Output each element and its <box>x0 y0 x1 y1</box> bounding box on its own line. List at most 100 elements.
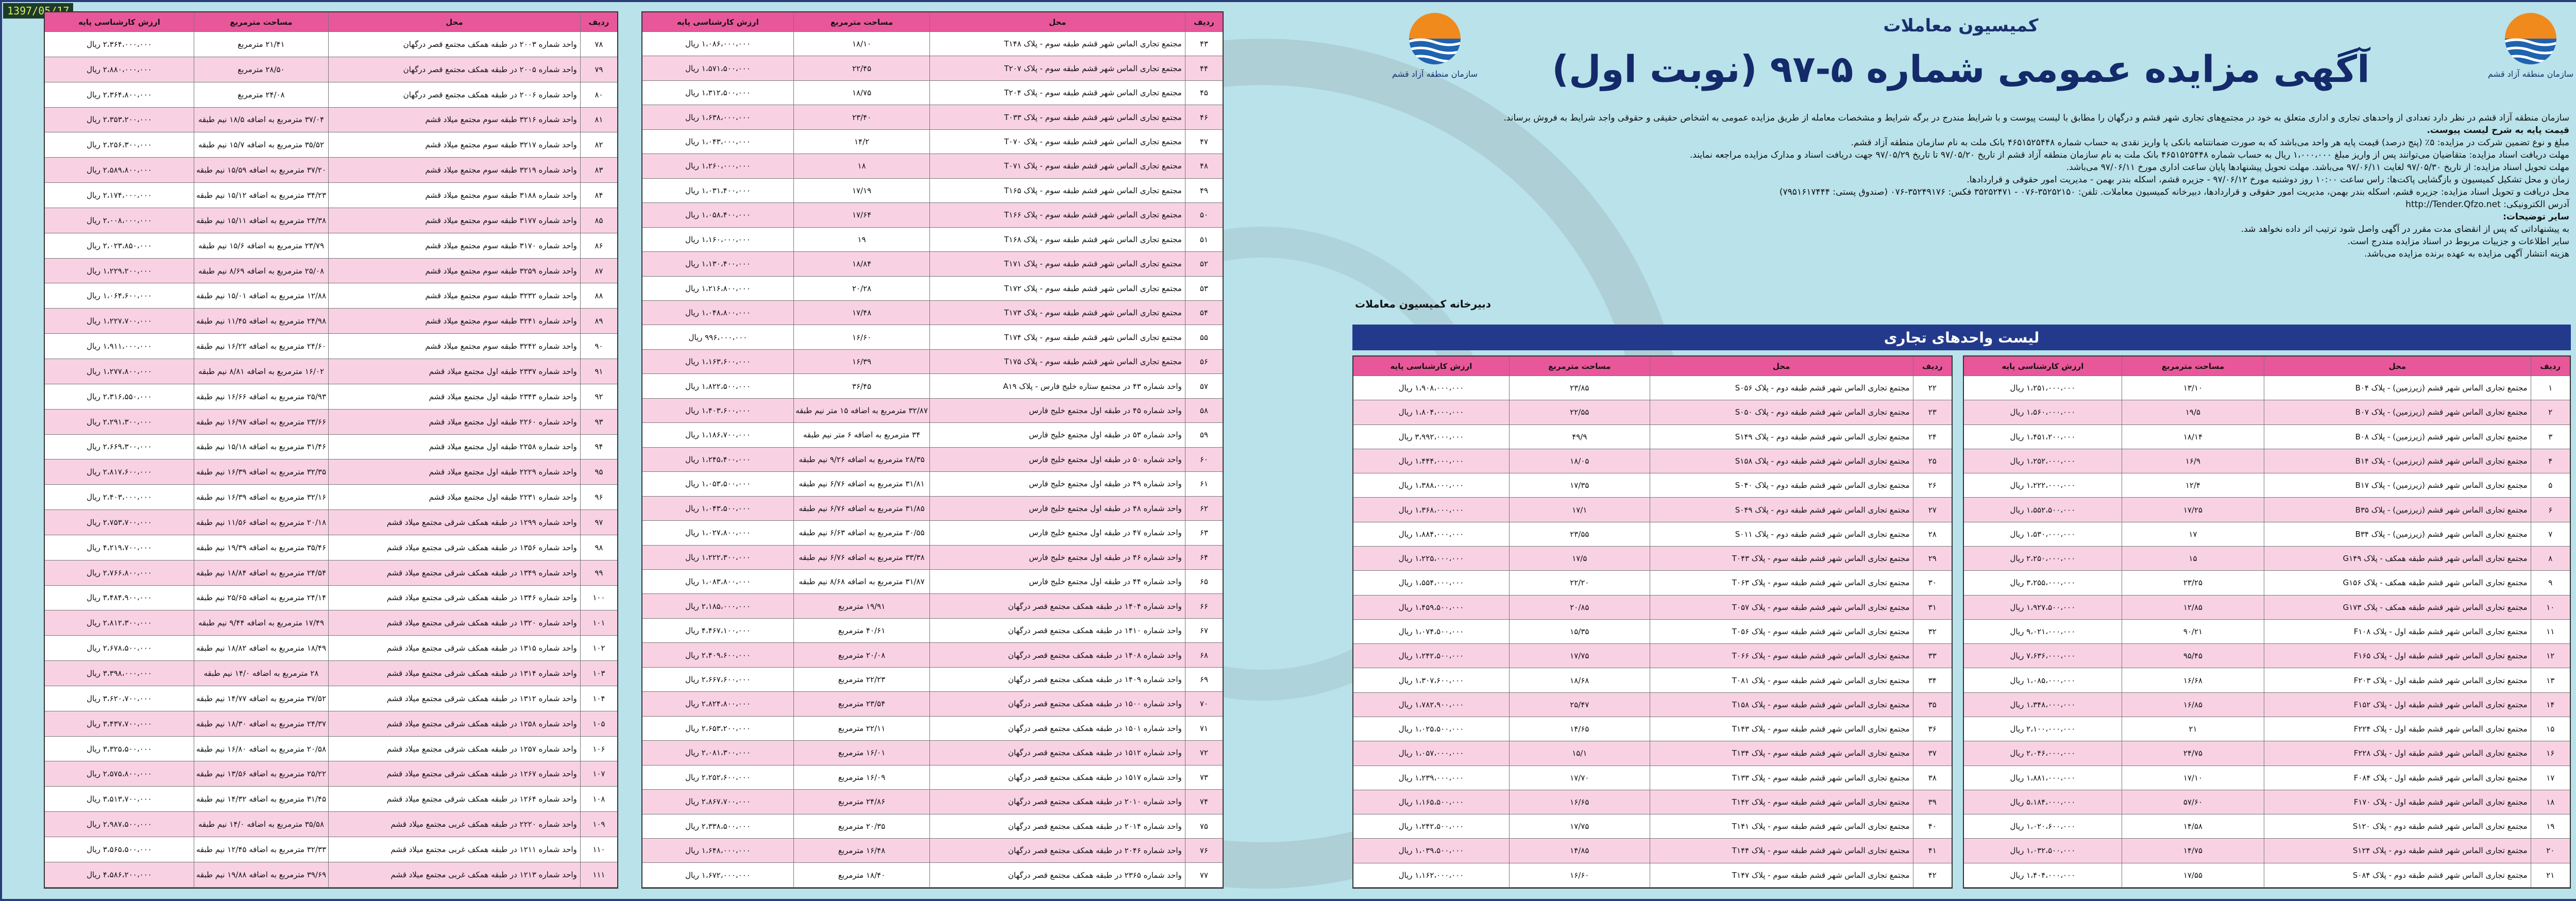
row-number: ۲۶ <box>1912 473 1952 498</box>
header-cell: مساحت مترمربع <box>2121 356 2264 376</box>
area: ۳۴ مترمربع به اضافه ۶ متر نیم طبقه <box>793 423 930 447</box>
row-number: ۴۹ <box>1184 178 1223 203</box>
row-number: ۲۷ <box>1912 498 1952 522</box>
table-row: ۳ مجتمع تجاری الماس شهر قشم (زیرزمین) - پ… <box>1964 424 2570 449</box>
base-value: ۴،۵۸۶،۲۰۰،۰۰۰ ریال <box>87 870 152 879</box>
location: مجتمع تجاری الماس شهر قشم طبقه سوم - پلا… <box>929 349 1184 374</box>
table-row: ۹۲ واحد شماره ۲۳۴۳ طبقه اول مجتمع میلاد ق… <box>45 384 617 410</box>
base-value: ۱،۰۳۲،۵۰۰،۰۰۰ ریال <box>2010 846 2076 856</box>
location: مجتمع تجاری الماس شهر قشم طبقه سوم - پلا… <box>1649 644 1913 668</box>
header-cell: محل <box>929 12 1184 31</box>
units-table: ردیف محل مساحت مترمربع ارزش کارشناسی پایه ۴۳… <box>641 11 1224 889</box>
row-number: ۳۴ <box>1912 668 1952 692</box>
base-value: ۱،۴۵۹،۵۰۰،۰۰۰ ریال <box>1398 602 1464 612</box>
location: مجتمع تجاری الماس شهر قشم طبقه سوم - پلا… <box>929 325 1184 349</box>
row-number: ۸۵ <box>580 208 617 233</box>
table-row: ۷ مجتمع تجاری الماس شهر قشم (زیرزمین) - پ… <box>1964 522 2570 547</box>
location: واحد شماره ۱۴۰۸ در طبقه همکف مجتمع قصر د… <box>929 643 1184 667</box>
table-row: ۳۵ مجتمع تجاری الماس شهر قشم طبقه سوم - پ… <box>1353 692 1952 717</box>
logo-icon <box>2505 13 2556 64</box>
row-number: ۱۰۳ <box>580 661 617 686</box>
base-value: ۱،۲۲۹،۲۰۰،۰۰۰ ریال <box>87 266 152 276</box>
location: مجتمع تجاری الماس شهر قشم طبقه دوم - پلا… <box>1649 376 1913 400</box>
row-number: ۴۷ <box>1184 129 1223 154</box>
area: ۱۶/۹ <box>2121 449 2264 473</box>
location: مجتمع تجاری الماس شهر قشم طبقه سوم - پلا… <box>929 300 1184 325</box>
row-number: ۱۱ <box>2530 619 2570 644</box>
row-number: ۱۴ <box>2530 692 2570 717</box>
area: ۱۷/۵ <box>1509 546 1650 571</box>
base-value: ۲،۳۱۶،۵۵۰،۰۰۰ ریال <box>87 392 152 401</box>
row-number: ۲۱ <box>2530 863 2570 887</box>
row-number: ۷۴ <box>1184 790 1223 814</box>
area: ۱۷/۱۹ <box>793 178 930 203</box>
table-row: ۱۶ مجتمع تجاری الماس شهر قشم طبقه اول - پ… <box>1964 741 2570 766</box>
area: ۱۶/۶۰ <box>793 325 930 349</box>
location: واحد شماره ۲۰۰۳ در طبقه همکف مجتمع قصر د… <box>328 32 580 57</box>
base-value: ۱،۰۷۴،۵۰۰،۰۰۰ ریال <box>1398 626 1464 636</box>
base-value: ۴،۲۱۹،۷۰۰،۰۰۰ ریال <box>87 542 152 552</box>
base-value: ۱،۶۳۸،۰۰۰،۰۰۰ ریال <box>685 112 751 122</box>
location: مجتمع تجاری الماس شهر قشم طبقه سوم - پلا… <box>1649 668 1913 692</box>
table-row: ۲۱ مجتمع تجاری الماس شهر قشم طبقه دوم - پ… <box>1964 863 2570 888</box>
location: واحد شماره ۲۳۳۷ طبقه اول مجتمع میلاد قشم <box>328 359 580 384</box>
area: ۲۰/۲۸ <box>793 276 930 300</box>
location: واحد شماره ۲۰۱۴ در طبقه همکف مجتمع قصر د… <box>929 814 1184 838</box>
location: مجتمع تجاری الماس شهر قشم (زیرزمین) - پل… <box>2264 473 2530 498</box>
row-number: ۱۰۰ <box>580 585 617 610</box>
table-row: ۲۴ مجتمع تجاری الماس شهر قشم طبقه دوم - پ… <box>1353 424 1952 449</box>
table-row: ۹۹ واحد شماره ۱۳۴۹ در طبقه همکف شرقی مجتم… <box>45 560 617 586</box>
row-number: ۳۹ <box>1912 790 1952 814</box>
area: ۴۹/۹ <box>1509 424 1650 449</box>
commission: کمیسیون معاملات <box>1883 15 2039 36</box>
base-value: ۱،۲۲۷،۷۰۰،۰۰۰ ریال <box>87 316 152 326</box>
area: ۱۲/۴ <box>2121 473 2264 498</box>
base-value: ۲،۶۵۳،۲۰۰،۰۰۰ ریال <box>685 723 751 733</box>
table-row: ۷۱ واحد شماره ۱۵۰۱ در طبقه همکف مجتمع قصر… <box>642 716 1223 741</box>
location: واحد شماره ۱۵۰۰ در طبقه همکف مجتمع قصر د… <box>929 692 1184 716</box>
base-value: ۱،۸۸۴،۰۰۰،۰۰۰ ریال <box>1398 529 1464 539</box>
location: واحد شماره ۱۲۶۷ در طبقه همکف شرقی مجتمع … <box>328 761 580 787</box>
header-cell: ارزش کارشناسی پایه <box>2002 361 2084 371</box>
row-number: ۶۴ <box>1184 545 1223 569</box>
location: واحد شماره ۱۵۱۷ در طبقه همکف مجتمع قصر د… <box>929 765 1184 790</box>
notice-panel: سازمان منطقه آزاد قشم سازمان منطقه آزاد … <box>1340 0 2576 901</box>
area: ۱۷/۷۰ <box>1509 766 1650 790</box>
location: واحد شماره ۱۳۱۴ در طبقه همکف شرقی مجتمع … <box>328 661 580 686</box>
base-value: ۱،۰۵۳،۵۰۰،۰۰۰ ریال <box>685 479 751 489</box>
area: ۳۲/۳۳ مترمربع به اضافه ۱۲/۴۵ نیم طبقه <box>193 837 328 862</box>
location: مجتمع تجاری الماس شهر قشم طبقه دوم - پلا… <box>1649 424 1913 449</box>
row-number: ۱۳ <box>2530 668 2570 692</box>
location: واحد شماره ۲۲۳۱ طبقه اول مجتمع میلاد قشم <box>328 485 580 510</box>
area: ۱۸ <box>793 154 930 178</box>
area: ۲۴/۹۸ مترمربع به اضافه ۱۱/۴۵ نیم طبقه <box>193 309 328 334</box>
row-number: ۲۴ <box>1912 424 1952 449</box>
base-value: ۱،۲۴۵،۴۰۰،۰۰۰ ریال <box>685 454 751 464</box>
area: ۳۴/۲۳ مترمربع به اضافه ۱۵/۱۲ نیم طبقه <box>193 183 328 208</box>
area: ۹۰/۲۱ <box>2121 619 2264 644</box>
base-value: ۱،۶۷۲،۰۰۰،۰۰۰ ریال <box>685 870 751 880</box>
area: ۱۸/۰۵ <box>1509 449 1650 473</box>
location: واحد شماره ۲۲۵۸ طبقه اول مجتمع میلاد قشم <box>328 434 580 460</box>
logo-icon <box>1409 13 1461 64</box>
base-value: ۲،۳۳۸،۵۰۰،۰۰۰ ریال <box>685 821 751 831</box>
area: ۳۱/۸۱ مترمربع به اضافه ۶/۷۶ نیم طبقه <box>793 472 930 496</box>
area: ۲۴/۸۶ مترمربع <box>793 790 930 814</box>
base-value: ۱،۲۵۱،۰۰۰،۰۰۰ ریال <box>2010 383 2076 393</box>
table-row: ۸۵ واحد شماره ۳۱۷۷ طبقه سوم مجتمع میلاد ق… <box>45 208 617 233</box>
area: ۱۴/۷۵ <box>2121 839 2264 863</box>
area: ۱۶/۰۹ مترمربع <box>793 765 930 790</box>
table-row: ۴۵ مجتمع تجاری الماس شهر قشم طبقه سوم - پ… <box>642 80 1223 106</box>
area: ۱۶/۴۸ مترمربع <box>793 838 930 863</box>
notice-title: آگهی مزایده عمومی شماره ۵-۹۷ (نوبت اول) <box>1552 47 2370 91</box>
location: واحد شماره ۴۹ در طبقه اول مجتمع خلیج فار… <box>929 472 1184 496</box>
base-value: ۲،۵۸۹،۸۰۰،۰۰۰ ریال <box>87 165 152 175</box>
base-value: ۱،۹۱۱،۰۰۰،۰۰۰ ریال <box>87 342 152 351</box>
area: ۱۴/۸۵ <box>1509 839 1650 863</box>
table-row: ۸۶ واحد شماره ۳۱۷۰ طبقه سوم مجتمع میلاد ق… <box>45 233 617 259</box>
base-value: ۳،۴۸۴،۹۰۰،۰۰۰ ریال <box>87 593 152 603</box>
row-number: ۵۱ <box>1184 227 1223 252</box>
area: ۱۶/۶۸ <box>2121 668 2264 692</box>
table-row: ۴۸ مجتمع تجاری الماس شهر قشم طبقه سوم - پ… <box>642 154 1223 179</box>
